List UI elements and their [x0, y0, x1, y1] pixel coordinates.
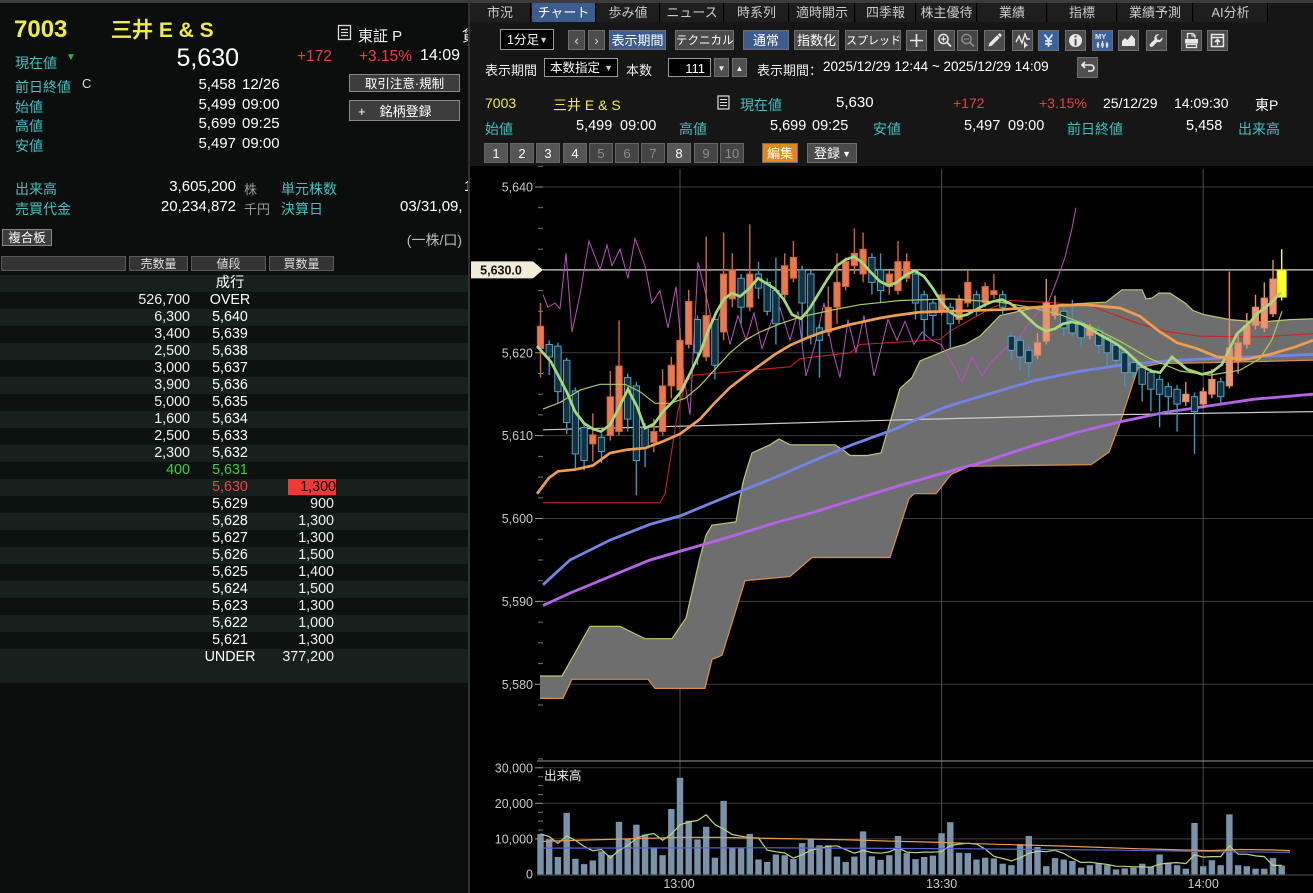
svg-text:14:00: 14:00: [1188, 877, 1219, 891]
svg-text:5,600: 5,600: [502, 512, 533, 526]
svg-text:5,590: 5,590: [502, 595, 533, 609]
svg-text:30,000: 30,000: [495, 761, 533, 775]
svg-text:5,630.0: 5,630.0: [480, 263, 522, 277]
svg-text:10,000: 10,000: [495, 832, 533, 846]
svg-text:出来高: 出来高: [544, 768, 582, 783]
svg-text:5,580: 5,580: [502, 678, 533, 692]
svg-text:MY: MY: [1095, 32, 1106, 41]
svg-text:0: 0: [526, 867, 533, 881]
svg-text:13:30: 13:30: [926, 877, 957, 891]
svg-text:13:00: 13:00: [663, 877, 694, 891]
svg-text:5,640: 5,640: [502, 181, 533, 195]
svg-text:5,620: 5,620: [502, 346, 533, 360]
svg-text:5,610: 5,610: [502, 429, 533, 443]
svg-text:20,000: 20,000: [495, 797, 533, 811]
